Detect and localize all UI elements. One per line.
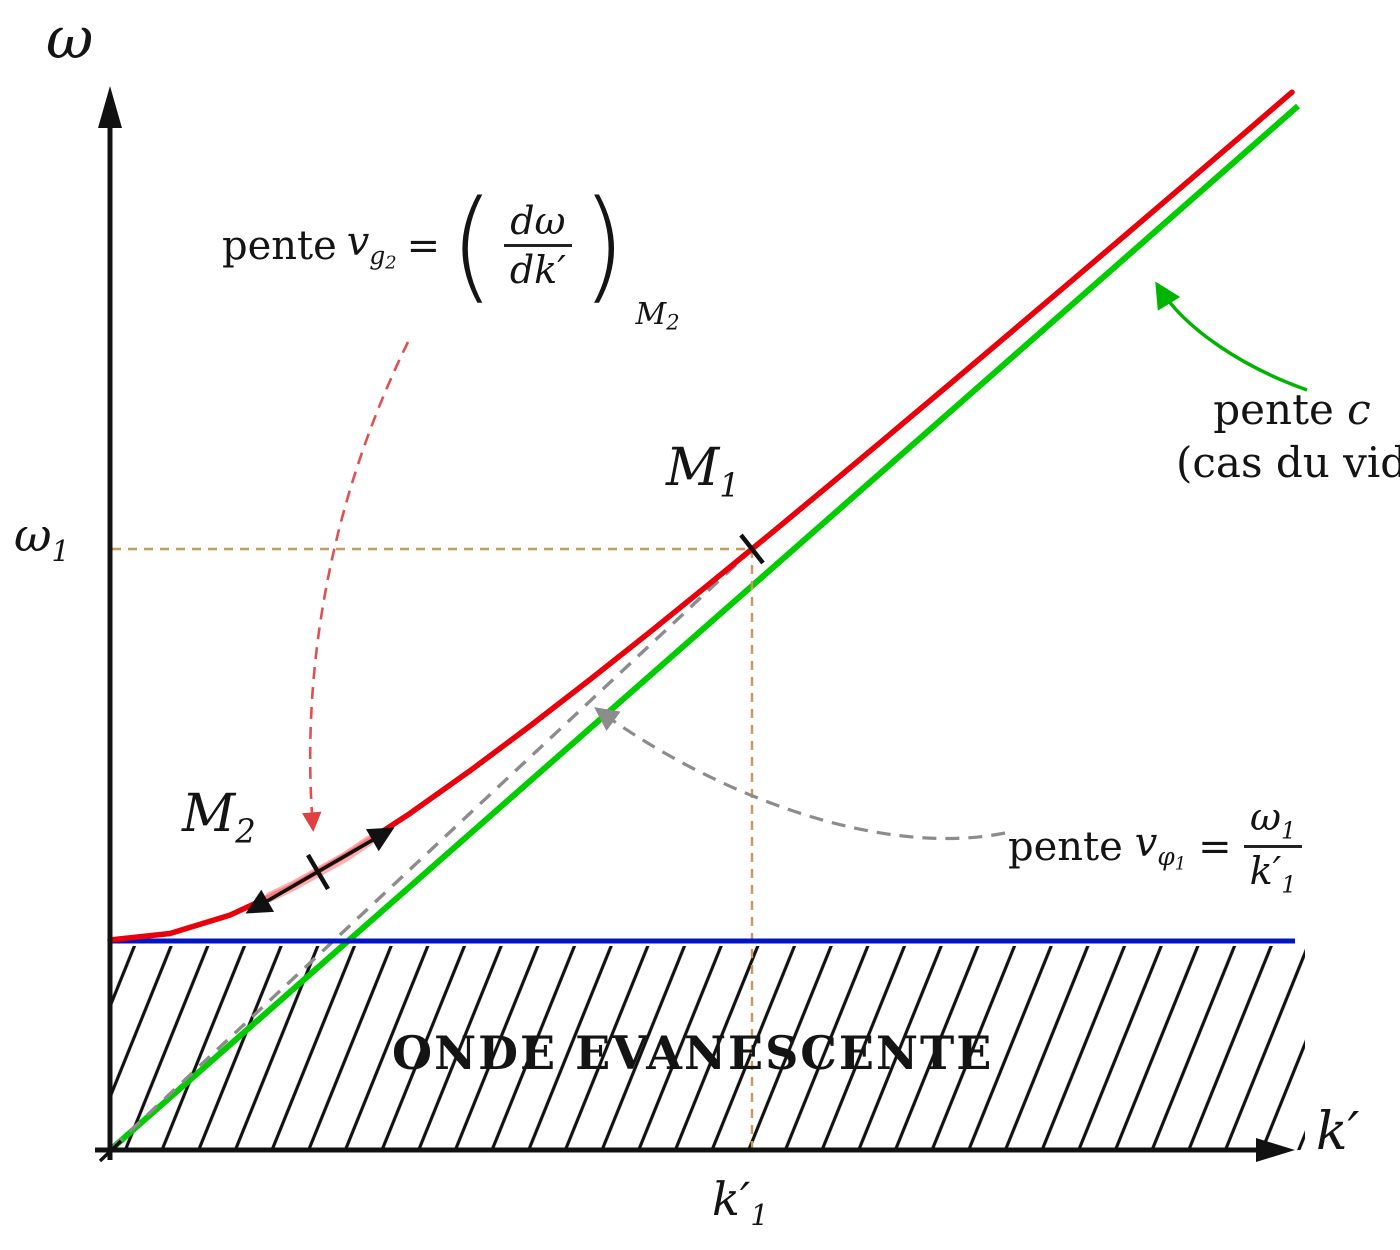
omega1-base: ω — [14, 508, 52, 562]
phase-velocity-annotation: pente vφ1 = ω1 k′1 — [1008, 792, 1303, 902]
vg2-equals: = — [406, 223, 441, 269]
vphi-equals: = — [1198, 824, 1232, 870]
vg2-eval-sub: 2 — [666, 310, 680, 334]
vg2-frac-den: dk′ — [503, 243, 572, 293]
y-axis-arrowhead — [98, 86, 122, 128]
point-label-M2: M2 — [182, 784, 256, 850]
vg2-symbol-sub: g — [369, 240, 386, 270]
evanescent-zone-caption: ONDE EVANESCENTE — [392, 1026, 994, 1080]
vphi-symbol: vφ1 — [1135, 820, 1186, 874]
pente-c-leader-arrow — [1155, 281, 1308, 392]
pente-c-symbol: c — [1347, 385, 1371, 434]
pente-c-line2: (cas du vide) — [1176, 437, 1400, 487]
M2-base: M — [182, 784, 236, 844]
point-label-M1: M1 — [666, 438, 740, 504]
vg2-frac-num: dω — [510, 198, 566, 243]
origin-tick — [98, 1139, 123, 1163]
x-axis-arrowhead — [1256, 1138, 1295, 1162]
vg2-fraction: dω dk′ — [503, 198, 572, 293]
vphi-num-base: ω — [1249, 794, 1281, 839]
vg2-leader-arrow — [302, 341, 410, 832]
pente-c-prefix: pente — [1213, 385, 1334, 434]
light-line — [106, 103, 1300, 1155]
vg2-symbol-subsub: 2 — [385, 252, 397, 274]
vphi-den-base: k′ — [1249, 848, 1282, 893]
M2-sub: 2 — [235, 812, 256, 851]
vphi-frac-num: ω1 — [1244, 794, 1302, 845]
phase-velocity-line — [110, 543, 759, 1150]
k1-tick-label: k′1 — [712, 1172, 768, 1232]
k1-base: k′ — [712, 1172, 751, 1226]
group-velocity-annotation: pente vg2 = ( dω dk′ ) M2 — [222, 175, 680, 334]
k1-sub: 1 — [750, 1199, 769, 1233]
vg2-prefix: pente — [222, 223, 337, 269]
M1-base: M — [666, 438, 720, 498]
x-axis-label: k′ — [1316, 1102, 1360, 1162]
vphi-symbol-sub: φ — [1157, 841, 1175, 871]
vphi-fraction: ω1 k′1 — [1243, 794, 1303, 899]
vphi-leader-arrow — [594, 707, 1006, 841]
vphi-symbol-base: v — [1134, 819, 1158, 866]
M1-sub: 1 — [719, 466, 740, 505]
vphi-frac-den: k′1 — [1243, 844, 1303, 899]
vphi-num-sub: 1 — [1280, 816, 1296, 845]
vg2-eval-point: M2 — [636, 297, 680, 334]
vg2-symbol-base: v — [346, 218, 370, 265]
m2-tick — [306, 853, 330, 891]
evanescent-hatch-region — [110, 946, 1305, 1150]
vphi-prefix: pente — [1008, 824, 1123, 870]
vg2-symbol: vg2 — [347, 219, 397, 273]
light-line-annotation: pente c (cas du vide) — [1176, 384, 1400, 489]
vphi-den-sub: 1 — [1281, 870, 1297, 899]
vphi-symbol-subsub: 1 — [1174, 853, 1187, 875]
m2-tangent-arrow — [245, 827, 395, 914]
pente-c-line1: pente c — [1176, 384, 1400, 437]
omega1-tick-label: ω1 — [14, 508, 70, 568]
omega1-sub: 1 — [51, 535, 70, 569]
m1-tick — [739, 533, 765, 565]
y-axis-label: ω — [46, 4, 94, 72]
vg2-eval-base: M — [635, 296, 667, 332]
